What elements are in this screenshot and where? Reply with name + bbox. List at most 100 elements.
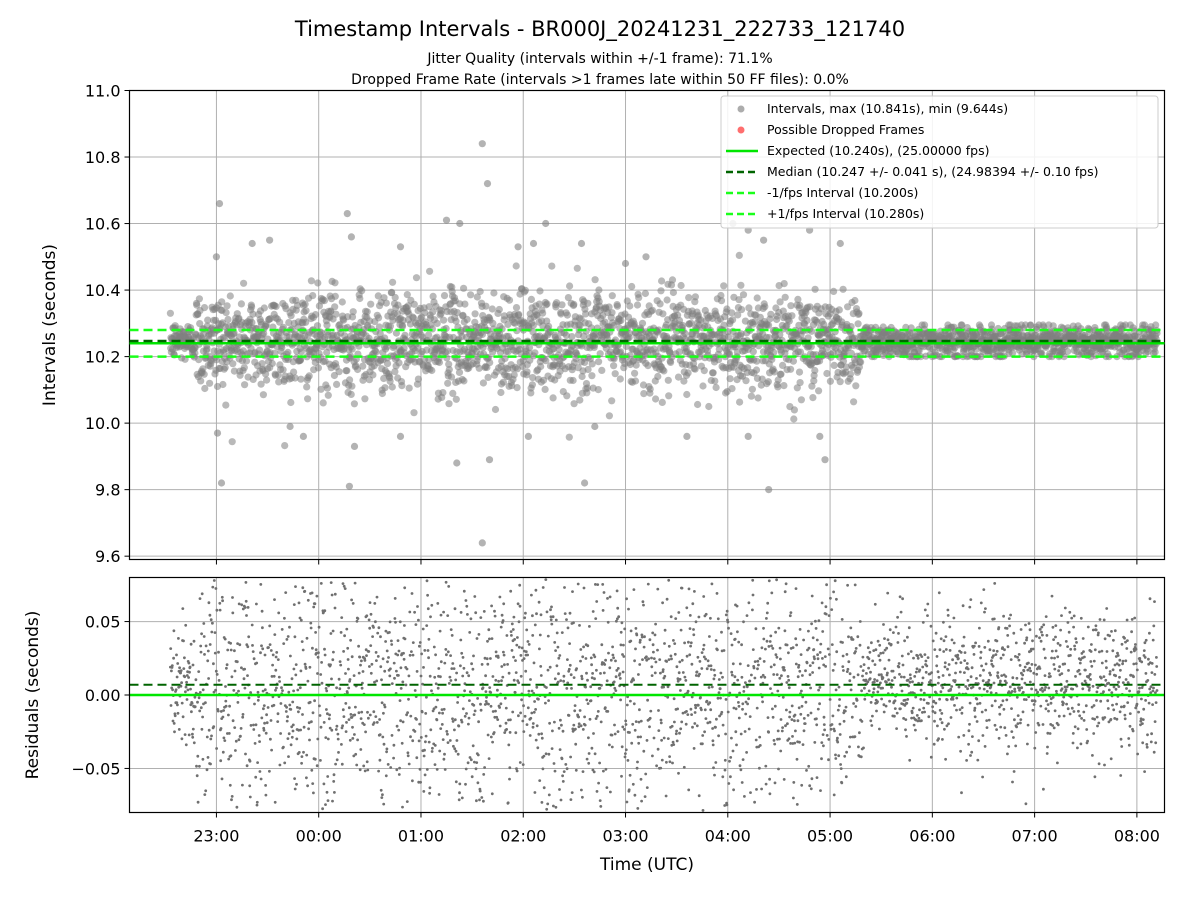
residual-point xyxy=(680,586,684,590)
residual-point xyxy=(368,626,372,630)
interval-point xyxy=(781,293,789,301)
residual-point xyxy=(311,782,315,785)
residual-point xyxy=(677,671,681,675)
residual-point xyxy=(652,736,656,740)
residual-point xyxy=(701,742,704,746)
interval-outlier-point xyxy=(213,429,222,437)
residual-point xyxy=(230,675,234,679)
residual-point xyxy=(773,742,777,746)
interval-point xyxy=(1008,349,1017,357)
residual-point xyxy=(507,671,511,675)
interval-point xyxy=(354,365,362,374)
residual-point xyxy=(425,579,429,583)
residual-point xyxy=(604,767,608,771)
residual-point xyxy=(437,667,441,670)
residual-point xyxy=(568,611,572,615)
residual-point xyxy=(174,688,178,692)
residual-point xyxy=(532,710,536,714)
interval-point xyxy=(749,348,757,356)
residual-point xyxy=(350,716,354,719)
interval-point xyxy=(386,377,394,385)
residual-point xyxy=(670,657,673,661)
residual-point xyxy=(693,590,696,593)
residual-point xyxy=(573,704,577,707)
residual-point xyxy=(645,786,649,789)
residual-point xyxy=(765,617,768,620)
interval-point xyxy=(605,303,613,311)
residual-point xyxy=(283,616,286,620)
residual-point xyxy=(634,720,638,723)
residual-point xyxy=(330,728,334,732)
residual-point xyxy=(369,644,373,647)
residual-point xyxy=(447,585,451,588)
residual-point xyxy=(475,799,478,803)
residual-point xyxy=(635,766,639,770)
residual-point xyxy=(269,719,273,722)
residual-point xyxy=(583,715,586,719)
residual-point xyxy=(599,672,602,675)
residual-point xyxy=(598,799,602,802)
residual-point xyxy=(754,738,758,742)
residual-point xyxy=(390,734,394,737)
residual-point xyxy=(206,649,210,653)
residual-point xyxy=(212,579,216,582)
interval-point xyxy=(307,277,315,285)
residual-point xyxy=(752,666,756,670)
residual-point xyxy=(691,602,695,606)
residual-point xyxy=(513,638,516,641)
residual-point xyxy=(618,672,622,675)
residual-point xyxy=(207,728,211,732)
residual-point xyxy=(290,677,294,681)
residual-point xyxy=(178,666,182,670)
residual-point xyxy=(425,695,428,699)
residual-point xyxy=(499,702,503,706)
residual-point xyxy=(636,735,640,739)
residual-point xyxy=(652,650,655,654)
residual-point xyxy=(688,614,692,617)
residual-point xyxy=(446,741,450,744)
residual-point xyxy=(317,651,320,655)
residual-point xyxy=(360,710,364,714)
residual-point xyxy=(316,737,320,741)
residual-point xyxy=(436,698,439,702)
residual-point xyxy=(517,681,521,685)
residual-point xyxy=(719,671,723,675)
residual-point xyxy=(214,587,218,590)
interval-point xyxy=(456,300,464,308)
interval-point xyxy=(279,366,287,374)
interval-point xyxy=(237,300,245,308)
residual-point xyxy=(712,677,716,681)
residual-point xyxy=(569,673,573,677)
residual-point xyxy=(332,773,336,777)
residual-point xyxy=(720,710,724,714)
interval-point xyxy=(728,309,736,317)
residual-point xyxy=(666,695,670,699)
residual-point xyxy=(187,661,191,665)
residual-point xyxy=(675,665,679,669)
interval-point xyxy=(304,395,312,403)
residual-point xyxy=(518,604,522,608)
residual-point xyxy=(314,631,317,634)
residual-point xyxy=(769,687,772,690)
residual-point xyxy=(500,613,504,617)
residual-point xyxy=(340,743,343,746)
residual-point xyxy=(200,727,204,731)
residual-point xyxy=(566,626,570,630)
residual-point xyxy=(553,677,557,681)
residual-point xyxy=(491,710,495,713)
residual-point xyxy=(347,667,350,671)
residual-point xyxy=(718,714,721,718)
residual-point xyxy=(656,747,660,751)
interval-point xyxy=(489,319,497,327)
interval-point xyxy=(495,305,503,314)
residual-point xyxy=(470,662,473,666)
interval-point xyxy=(421,309,429,317)
interval-point xyxy=(796,301,804,309)
interval-point xyxy=(529,374,537,382)
residual-point xyxy=(469,617,473,621)
residual-point xyxy=(193,695,197,699)
residual-point xyxy=(672,697,676,701)
interval-point xyxy=(921,321,929,329)
interval-outlier-point xyxy=(299,432,307,440)
interval-outlier-point xyxy=(765,486,773,494)
